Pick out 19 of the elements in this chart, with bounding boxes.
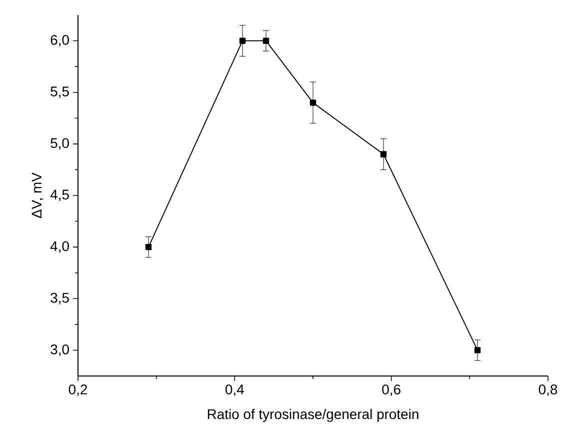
x-tick-label: 0,6 — [382, 384, 400, 396]
x-tick-label: 0,4 — [226, 384, 244, 396]
y-tick-label: 5,5 — [50, 86, 69, 98]
y-tick-label: 3,5 — [50, 292, 69, 304]
point — [239, 38, 246, 44]
point — [380, 151, 387, 158]
x-axis-title: Ratio of tyrosinase/general protein — [208, 408, 418, 422]
x-tick-label: 0,2 — [68, 384, 87, 396]
y-tick-label: 4,5 — [50, 190, 69, 202]
point — [262, 38, 270, 44]
y-axis-title: ΔV, mV — [32, 172, 44, 218]
y-tick-label: 5,0 — [50, 138, 69, 150]
point — [145, 244, 152, 250]
y-tick-label: 3,0 — [50, 344, 69, 356]
y-tick-label: 4,0 — [50, 241, 69, 253]
y-tick-label: 6,0 — [50, 35, 69, 47]
point — [474, 347, 481, 354]
x-tick-label: 0,8 — [538, 384, 558, 396]
point — [310, 100, 316, 106]
